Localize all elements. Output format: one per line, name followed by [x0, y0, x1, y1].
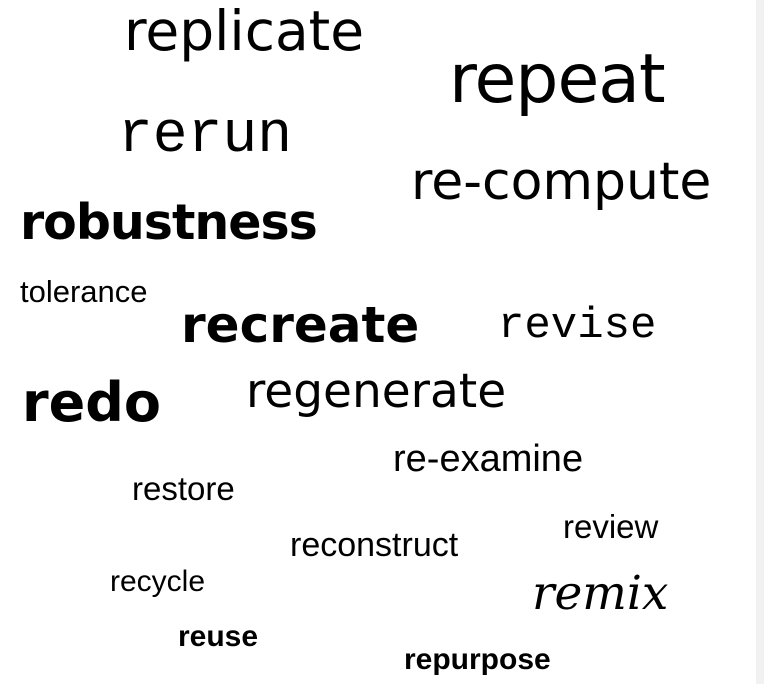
word-reconstruct: reconstruct	[290, 526, 459, 564]
word-reexamine: re-examine	[393, 438, 584, 480]
word-repeat: repeat	[449, 40, 666, 119]
word-restore: restore	[132, 470, 235, 507]
word-redo: redo	[22, 371, 162, 434]
word-rerun: rerun	[118, 104, 293, 169]
word-recreate: recreate	[181, 296, 420, 354]
word-review: review	[563, 508, 659, 545]
word-robustness: robustness	[20, 194, 318, 251]
word-remix: remix	[532, 566, 669, 621]
word-repurpose: repurpose	[404, 643, 551, 676]
right-edge-strip	[756, 0, 764, 684]
word-regenerate: regenerate	[246, 364, 507, 419]
word-revise: revise	[498, 301, 657, 351]
word-tolerance: tolerance	[20, 274, 148, 309]
word-reuse: reuse	[178, 620, 259, 653]
word-recompute: re-compute	[411, 152, 712, 212]
word-recycle: recycle	[110, 565, 206, 598]
word-replicate: replicate	[124, 0, 365, 63]
